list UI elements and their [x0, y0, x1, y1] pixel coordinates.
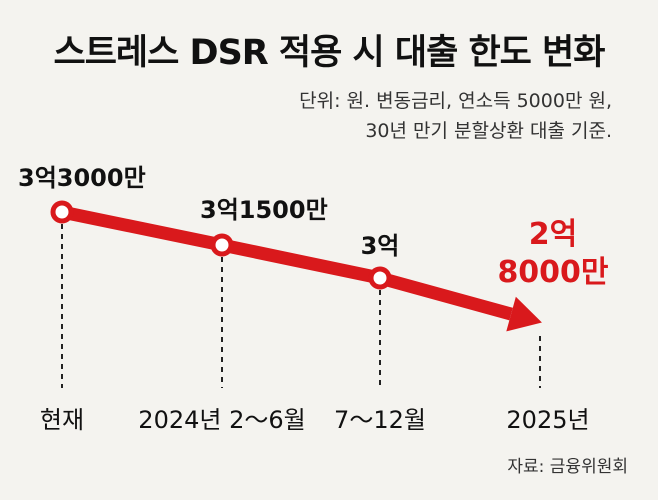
- unit-note: 단위: 원. 변동금리, 연소득 5000만 원, 30년 만기 분할상환 대출…: [299, 86, 612, 146]
- data-point-marker-2: [368, 266, 392, 290]
- value-label-3-line-0: 2억: [529, 217, 577, 252]
- x-tick-label-1: 2024년 2～6월: [138, 406, 305, 434]
- value-label-1: 3억1500만: [200, 196, 328, 224]
- data-point-marker-0: [50, 200, 74, 224]
- x-tick-label-0: 현재: [40, 406, 84, 434]
- x-tick-label-3: 2025년: [506, 406, 589, 434]
- source-note: 자료: 금융위원회: [507, 457, 628, 477]
- unit-note-line-1: 단위: 원. 변동금리, 연소득 5000만 원,: [299, 90, 612, 112]
- unit-note-line-2: 30년 만기 분할상환 대출 기준.: [365, 120, 612, 142]
- trend-line: [60, 205, 513, 321]
- value-label-3: 2억 8000만: [497, 217, 608, 290]
- trend-arrowhead: [506, 296, 542, 332]
- data-point-marker-1: [210, 233, 234, 257]
- value-label-2: 3억: [361, 232, 400, 260]
- chart-title: 스트레스 DSR 적용 시 대출 한도 변화: [53, 33, 606, 73]
- x-tick-label-2: 7～12월: [334, 406, 426, 434]
- value-label-3-line-1: 8000만: [497, 255, 608, 290]
- value-label-0: 3억3000만: [18, 164, 146, 192]
